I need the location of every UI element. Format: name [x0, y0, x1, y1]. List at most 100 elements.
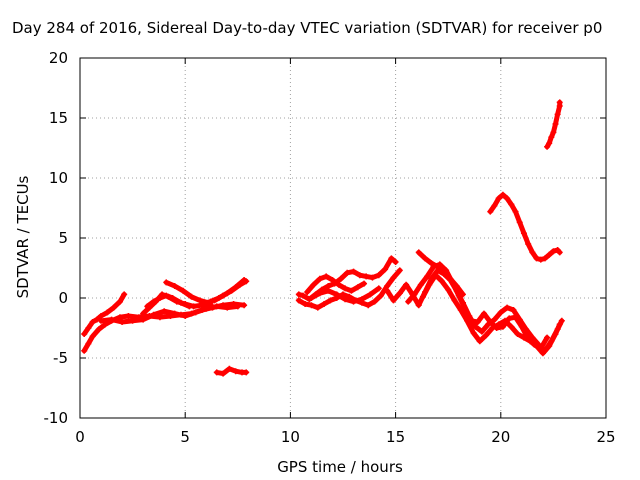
- data-series-17: [419, 272, 563, 357]
- data-point: [344, 269, 351, 276]
- data-point: [476, 338, 483, 345]
- data-point: [556, 321, 563, 328]
- data-point: [396, 290, 403, 297]
- data-point: [516, 219, 523, 226]
- data-series-5: [144, 292, 193, 310]
- data-marks: [81, 99, 565, 377]
- axis-ticks: 0 5 10 15 20 25 -10 -5 0 5 10 15 20: [44, 49, 616, 446]
- x-tick-label: 20: [491, 428, 510, 446]
- data-point: [367, 291, 374, 298]
- data-point: [411, 291, 418, 298]
- data-point: [342, 296, 349, 303]
- y-tick-label: 5: [58, 229, 68, 247]
- y-axis-label: SDTVAR / TECUs: [14, 175, 32, 299]
- data-point: [546, 343, 553, 349]
- data-point: [396, 267, 403, 274]
- data-point: [487, 319, 494, 325]
- data-point: [211, 297, 218, 304]
- data-point: [554, 111, 561, 118]
- data-point: [451, 297, 458, 304]
- data-point: [224, 304, 231, 311]
- data-point: [129, 317, 136, 324]
- y-tick-label: 15: [49, 109, 68, 127]
- x-tick-label: 10: [281, 428, 300, 446]
- data-point: [537, 256, 544, 263]
- data-point: [550, 129, 557, 136]
- data-point: [491, 202, 498, 209]
- data-point: [333, 291, 340, 298]
- data-point: [316, 275, 323, 282]
- data-point: [125, 313, 132, 319]
- data-point: [308, 295, 315, 301]
- data-point: [415, 302, 422, 309]
- data-point: [438, 278, 445, 285]
- data-point: [426, 281, 433, 288]
- data-point: [243, 278, 250, 285]
- data-point: [150, 311, 157, 318]
- data-point: [196, 297, 203, 304]
- data-point: [462, 305, 469, 312]
- data-point: [440, 269, 447, 276]
- data-series-18: [487, 191, 563, 263]
- data-point: [363, 273, 370, 280]
- data-point: [243, 369, 250, 376]
- data-point: [121, 291, 128, 298]
- data-point: [453, 283, 460, 289]
- data-point: [95, 326, 102, 333]
- data-point: [350, 268, 357, 275]
- data-point: [544, 143, 551, 150]
- data-point: [156, 295, 163, 301]
- data-point: [497, 309, 504, 316]
- data-point: [316, 290, 323, 297]
- data-series-11: [295, 267, 403, 311]
- series-line: [420, 272, 563, 356]
- x-tick-label: 5: [180, 428, 190, 446]
- data-point: [541, 255, 548, 262]
- data-point: [480, 310, 487, 317]
- data-point: [487, 208, 494, 215]
- x-tick-label: 25: [596, 428, 615, 446]
- data-point: [548, 134, 555, 141]
- data-point: [199, 301, 206, 307]
- data-point: [226, 365, 233, 372]
- data-point: [371, 298, 378, 305]
- data-series-13: [308, 285, 382, 305]
- series-line: [384, 267, 565, 354]
- data-point: [232, 368, 239, 375]
- data-point: [89, 319, 96, 325]
- data-point: [419, 293, 426, 300]
- data-point: [150, 298, 157, 305]
- data-point: [512, 314, 519, 321]
- data-point: [188, 293, 195, 300]
- y-tick-label: -5: [53, 349, 68, 367]
- data-point: [428, 260, 435, 267]
- data-point: [504, 195, 511, 202]
- data-point: [403, 281, 410, 288]
- data-point: [140, 316, 147, 323]
- data-point: [384, 287, 391, 294]
- data-point: [459, 291, 466, 298]
- data-point: [544, 334, 551, 341]
- data-point: [508, 323, 515, 330]
- data-point: [213, 303, 220, 310]
- data-point: [533, 255, 540, 262]
- data-point: [241, 302, 248, 309]
- data-point: [161, 308, 168, 315]
- data-point: [424, 273, 431, 280]
- data-point: [207, 298, 214, 305]
- data-point: [350, 298, 357, 305]
- data-point: [556, 99, 563, 106]
- data-point: [495, 195, 502, 202]
- data-point: [464, 317, 471, 324]
- data-point: [171, 283, 178, 289]
- data-point: [445, 286, 452, 293]
- data-point: [552, 331, 559, 337]
- data-point: [234, 303, 241, 310]
- y-tick-label: 20: [49, 49, 68, 67]
- data-point: [186, 303, 193, 310]
- data-point: [470, 329, 477, 336]
- data-point: [472, 323, 479, 330]
- data-point: [552, 121, 559, 127]
- data-point: [295, 297, 302, 304]
- data-point: [304, 289, 311, 295]
